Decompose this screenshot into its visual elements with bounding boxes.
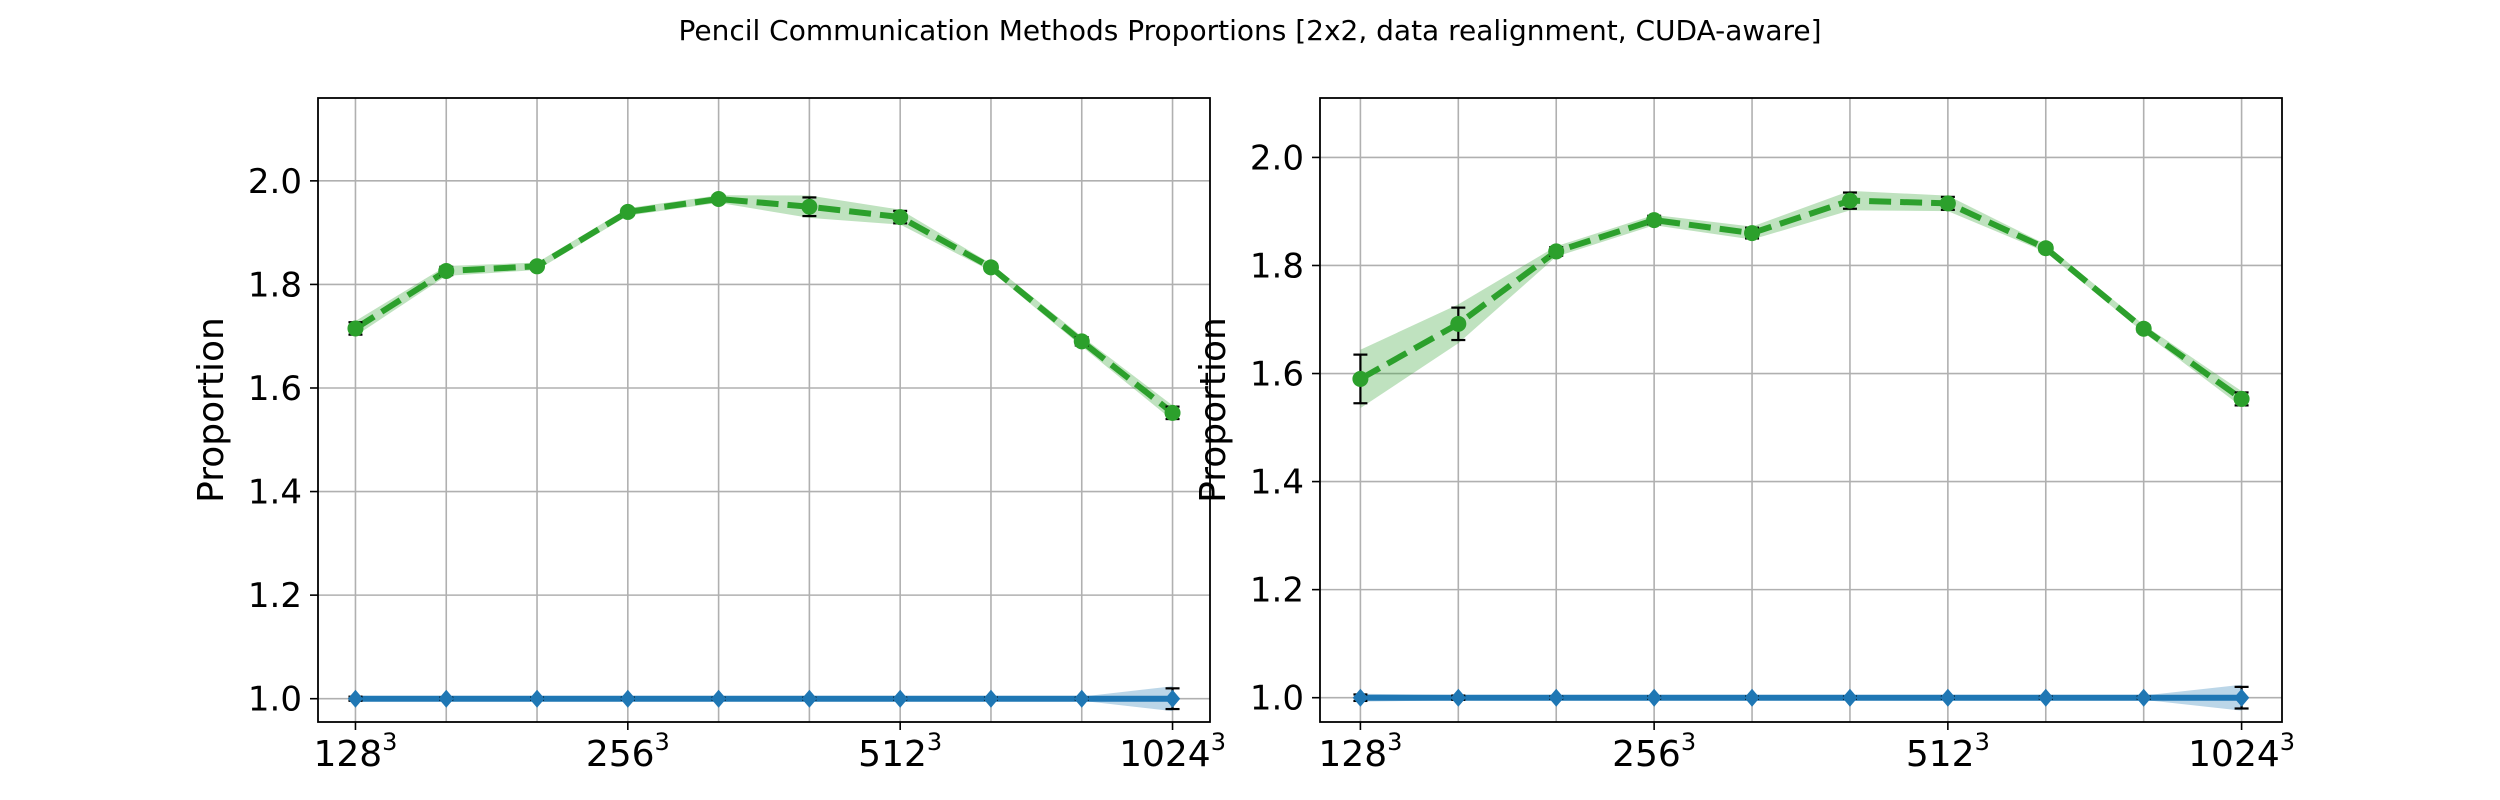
- x-tick-base: 128: [313, 734, 382, 775]
- confidence-band: [355, 195, 1173, 421]
- series-blue: [347, 686, 1181, 712]
- data-point-diamond: [1646, 688, 1662, 707]
- data-point-diamond: [2233, 688, 2250, 707]
- series-line: [353, 195, 1175, 416]
- data-point-diamond: [347, 689, 364, 708]
- x-tick-base: 128: [1318, 734, 1387, 775]
- data-point-circle: [1073, 333, 1090, 350]
- y-tick-label: 1.6: [1250, 355, 1304, 395]
- figure-title: Pencil Communication Methods Proportions…: [678, 14, 1821, 47]
- y-tick-label: 1.8: [1250, 246, 1304, 286]
- data-point-circle: [1744, 225, 1761, 242]
- data-point-circle: [1352, 370, 1369, 387]
- data-point-circle: [1450, 315, 1467, 332]
- data-point-diamond: [529, 689, 545, 708]
- data-point-diamond: [2038, 688, 2054, 707]
- x-tick-label: 5123: [858, 728, 942, 775]
- data-point-diamond: [1940, 688, 1956, 707]
- data-point-circle: [2037, 240, 2054, 257]
- axes-frame: [1319, 97, 2283, 723]
- data-point-circle: [529, 258, 546, 275]
- data-point-circle: [619, 203, 636, 220]
- y-axis-label: Proportion: [1193, 317, 1234, 503]
- x-tick-base: 1024: [2188, 734, 2280, 775]
- x-tick-label: 2563: [586, 728, 670, 775]
- data-point-diamond: [438, 689, 454, 708]
- data-point-circle: [1939, 195, 1956, 212]
- y-tick-label: 1.2: [248, 576, 302, 616]
- x-tick-exponent: 3: [1681, 728, 1696, 756]
- data-point-circle: [438, 262, 455, 279]
- data-point-diamond: [1450, 688, 1466, 707]
- y-tick-label: 1.6: [248, 369, 302, 409]
- data-point-diamond: [1352, 688, 1369, 707]
- x-tick-exponent: 3: [1387, 728, 1402, 756]
- x-tick-base: 256: [1612, 734, 1681, 775]
- data-point-circle: [892, 209, 909, 226]
- series-blue: [1352, 684, 2250, 711]
- y-tick-label: 1.8: [248, 265, 302, 305]
- axes-frame: [317, 97, 1211, 723]
- y-tick-label: 1.0: [248, 680, 302, 720]
- x-tick-exponent: 3: [655, 728, 670, 756]
- data-point-diamond: [1744, 688, 1760, 707]
- x-tick-base: 512: [1906, 734, 1975, 775]
- y-tick-label: 1.2: [1250, 571, 1304, 611]
- grid: [318, 98, 1210, 722]
- x-tick-exponent: 3: [1211, 728, 1226, 756]
- data-point-diamond: [892, 689, 908, 708]
- data-point-circle: [2135, 320, 2152, 337]
- series-green: [1352, 190, 2250, 409]
- x-tick-exponent: 3: [927, 728, 942, 756]
- x-tick-exponent: 3: [382, 728, 397, 756]
- series-green: [347, 190, 1181, 421]
- data-point-diamond: [1548, 688, 1564, 707]
- y-tick-label: 2.0: [1250, 138, 1304, 178]
- data-point-circle: [801, 198, 818, 215]
- data-point-circle: [1841, 192, 1858, 209]
- x-tick-label: 10243: [1119, 728, 1226, 775]
- y-tick-label: 1.4: [1250, 463, 1304, 503]
- series-line: [1358, 197, 2244, 402]
- x-tick-base: 512: [858, 734, 927, 775]
- data-point-circle: [982, 259, 999, 276]
- x-tick-label: 1283: [1318, 728, 1402, 775]
- data-point-circle: [347, 320, 364, 337]
- x-tick-label: 5123: [1906, 728, 1990, 775]
- x-tick-label: 10243: [2188, 728, 2295, 775]
- x-tick-exponent: 3: [2280, 728, 2295, 756]
- data-point-circle: [1548, 243, 1565, 260]
- data-point-diamond: [801, 689, 818, 708]
- y-axis-label: Proportion: [191, 317, 232, 503]
- data-point-diamond: [620, 689, 636, 708]
- y-tick-label: 1.4: [248, 473, 302, 513]
- data-point-diamond: [710, 689, 727, 708]
- x-tick-base: 256: [586, 734, 655, 775]
- data-point-diamond: [1164, 689, 1181, 708]
- x-tick-label: 1283: [313, 728, 397, 775]
- data-point-circle: [710, 190, 727, 207]
- y-tick-label: 1.0: [1250, 679, 1304, 719]
- data-point-circle: [1164, 404, 1181, 421]
- data-point-diamond: [2136, 688, 2152, 707]
- data-point-diamond: [983, 689, 999, 708]
- data-point-circle: [1646, 212, 1663, 229]
- grid: [1320, 98, 2282, 722]
- data-point-diamond: [1074, 689, 1090, 708]
- x-tick-base: 1024: [1119, 734, 1211, 775]
- y-tick-label: 2.0: [248, 162, 302, 202]
- data-point-diamond: [1842, 688, 1858, 707]
- x-tick-exponent: 3: [1975, 728, 1990, 756]
- data-point-circle: [2233, 390, 2250, 407]
- x-tick-label: 2563: [1612, 728, 1696, 775]
